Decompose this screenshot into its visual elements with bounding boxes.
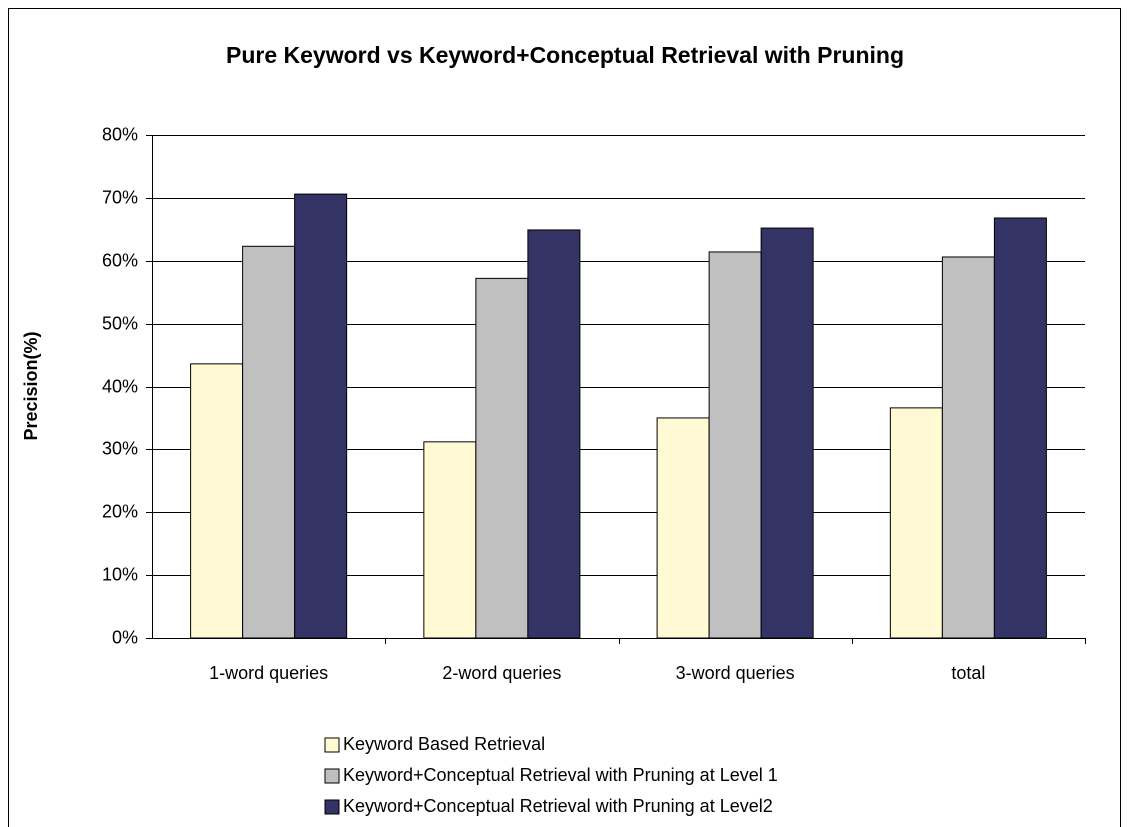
bar (889, 407, 943, 639)
y-tick-label: 50% (102, 313, 138, 333)
x-tick-label: total (951, 663, 985, 683)
x-tick-label: 2-word queries (442, 663, 561, 683)
y-tick-label: 0% (112, 627, 138, 647)
legend-label: Keyword+Conceptual Retrieval with Prunin… (343, 765, 778, 785)
y-axis-title: Precision(%) (21, 331, 41, 440)
bar (708, 251, 762, 639)
legend-swatch (324, 799, 340, 815)
bar (760, 227, 814, 639)
bar (242, 245, 296, 639)
bar (475, 277, 529, 639)
x-tick-label: 3-word queries (676, 663, 795, 683)
y-tick-label: 40% (102, 376, 138, 396)
y-tick-label: 80% (102, 124, 138, 144)
bar (527, 229, 581, 639)
bar (294, 193, 348, 639)
bar (423, 441, 477, 639)
y-tick-label: 60% (102, 250, 138, 270)
legend-swatch (324, 768, 340, 784)
x-tick-label: 1-word queries (209, 663, 328, 683)
bar (993, 217, 1047, 639)
bar (656, 417, 710, 639)
y-tick-label: 10% (102, 564, 138, 584)
chart-title: Pure Keyword vs Keyword+Conceptual Retri… (226, 42, 904, 68)
y-tick-label: 70% (102, 187, 138, 207)
bar (190, 363, 244, 639)
legend-swatch (324, 737, 340, 753)
legend-label: Keyword Based Retrieval (343, 734, 545, 754)
legend-label: Keyword+Conceptual Retrieval with Prunin… (343, 796, 773, 816)
y-tick-label: 20% (102, 501, 138, 521)
bar (941, 256, 995, 639)
y-tick-label: 30% (102, 438, 138, 458)
